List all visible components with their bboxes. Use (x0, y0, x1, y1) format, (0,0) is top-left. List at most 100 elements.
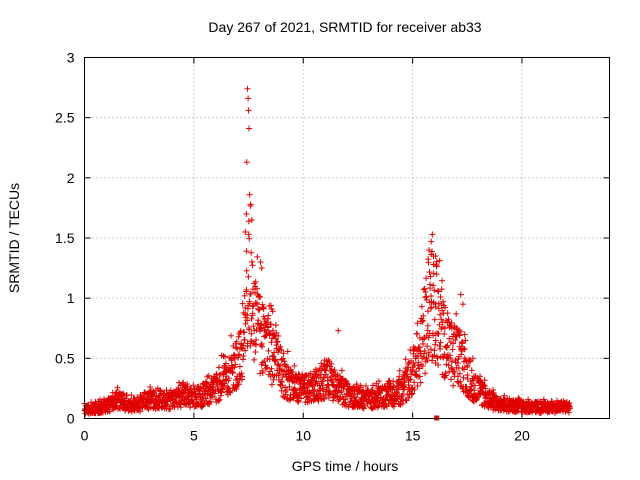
data-point (243, 286, 250, 293)
data-point (477, 373, 484, 380)
data-point (430, 282, 437, 289)
data-point (307, 370, 314, 377)
y-axis-label: SRMTID / TECUs (6, 183, 22, 293)
data-point (429, 231, 436, 238)
data-point (265, 312, 272, 319)
data-point (336, 396, 343, 403)
data-point (233, 338, 240, 345)
data-point (409, 366, 416, 373)
data-point (235, 333, 242, 340)
data-point (249, 312, 256, 319)
data-point (468, 381, 475, 388)
data-point (445, 362, 452, 369)
data-point (248, 330, 255, 337)
data-point (441, 351, 448, 358)
data-point (441, 325, 448, 332)
data-point (446, 335, 453, 342)
data-point (280, 355, 287, 362)
data-point (456, 370, 463, 377)
data-point (266, 356, 273, 363)
data-point (269, 352, 276, 359)
data-point (438, 286, 445, 293)
data-point (187, 404, 194, 411)
data-point (245, 231, 252, 238)
data-point (241, 336, 248, 343)
data-point (261, 358, 268, 365)
data-point (228, 357, 235, 364)
data-point (421, 347, 428, 354)
data-point (227, 332, 234, 339)
data-point (427, 273, 434, 280)
data-point (303, 384, 310, 391)
data-point (258, 265, 265, 272)
data-point (211, 390, 218, 397)
data-point (256, 328, 263, 335)
data-point (432, 303, 439, 310)
data-point (421, 350, 428, 357)
data-point (416, 344, 423, 351)
data-point (439, 277, 446, 284)
data-point (237, 328, 244, 335)
data-point (271, 357, 278, 364)
data-point (321, 395, 328, 402)
data-point (283, 386, 290, 393)
data-point (267, 368, 274, 375)
data-point (335, 327, 342, 334)
grid-lines (84, 57, 610, 419)
data-point (310, 387, 317, 394)
data-point (428, 304, 435, 311)
data-point (304, 393, 311, 400)
data-point (434, 288, 441, 295)
data-point (243, 210, 250, 217)
data-point (390, 384, 397, 391)
data-point (269, 327, 276, 334)
data-point (285, 364, 292, 371)
data-point (238, 370, 245, 377)
data-point (481, 377, 488, 384)
data-point (175, 385, 182, 392)
data-point (278, 387, 285, 394)
data-point (460, 374, 467, 381)
data-point (289, 368, 296, 375)
data-point (431, 352, 438, 359)
data-point (246, 191, 253, 198)
data-point (218, 389, 225, 396)
data-point (248, 315, 255, 322)
data-point (269, 335, 276, 342)
data-point (260, 305, 267, 312)
data-point (461, 366, 468, 373)
data-point (246, 125, 252, 132)
data-point (468, 367, 475, 374)
data-point (272, 356, 279, 363)
data-point (468, 386, 475, 393)
data-point (409, 390, 416, 397)
x-tick-label: 5 (190, 428, 198, 444)
data-point (457, 378, 464, 385)
data-point (425, 349, 432, 356)
data-point (164, 401, 171, 408)
data-point (236, 363, 243, 370)
data-point (243, 267, 250, 274)
data-point (441, 331, 448, 338)
data-point (411, 386, 418, 393)
data-point (257, 325, 264, 332)
data-point (424, 308, 431, 315)
data-point (351, 387, 358, 394)
data-point (222, 376, 229, 383)
data-point (106, 408, 113, 415)
data-point (445, 316, 452, 323)
data-point (370, 382, 377, 389)
data-point (437, 345, 444, 352)
data-point (216, 378, 223, 385)
data-point (225, 375, 232, 382)
data-point (270, 376, 277, 383)
data-point (266, 330, 273, 337)
data-point (222, 353, 229, 360)
data-point (444, 342, 451, 349)
data-point (257, 293, 264, 300)
data-point (463, 358, 470, 365)
data-point (243, 248, 250, 255)
data-point (274, 338, 281, 345)
data-point (408, 391, 415, 398)
data-point (457, 291, 464, 298)
